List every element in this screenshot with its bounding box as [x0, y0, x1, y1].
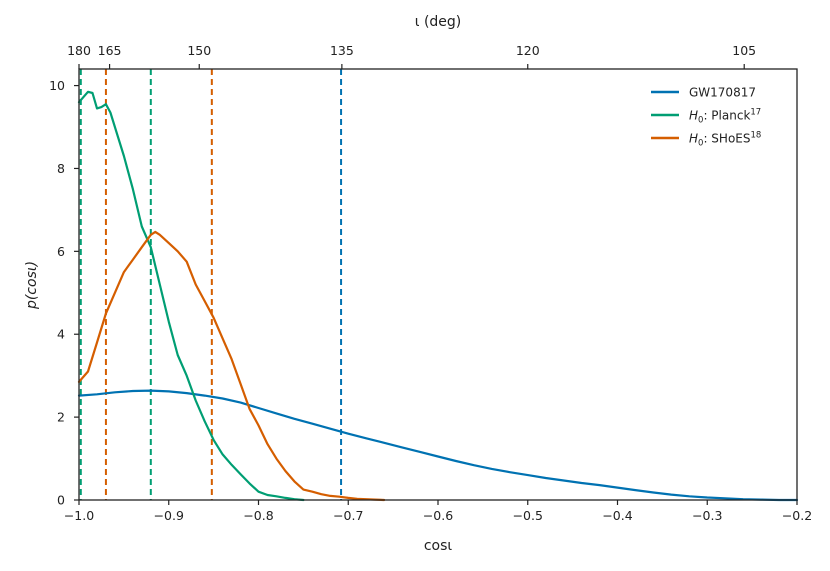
x-axis-label: cosι — [424, 538, 453, 554]
legend-label: H0: Planck17 — [689, 108, 761, 126]
x-tick-label: −0.9 — [154, 508, 184, 523]
x-tick-label: −0.7 — [333, 508, 363, 523]
top-tick-label: 165 — [98, 43, 122, 58]
vertical-lines — [79, 69, 343, 500]
top-tick-label: 120 — [516, 43, 540, 58]
series-curves — [77, 90, 799, 502]
x-tick-label: −0.6 — [423, 508, 453, 523]
top-axis-ticks: 180 165 150 135 120 105 — [67, 43, 756, 69]
legend-label: H0: SHoES18 — [689, 131, 761, 149]
series-line-1 — [77, 90, 305, 502]
x-tick-label: −0.3 — [692, 508, 722, 523]
x-tick-label: −0.2 — [782, 508, 812, 523]
y-tick-label: 4 — [57, 327, 65, 342]
y-axis-ticks: 0 2 4 6 8 10 — [49, 78, 79, 508]
series-line-2 — [77, 230, 386, 502]
x-tick-label: −0.8 — [243, 508, 273, 523]
y-tick-label: 8 — [57, 161, 65, 176]
y-tick-label: 6 — [57, 244, 65, 259]
top-tick-label: 150 — [187, 43, 211, 58]
top-axis-label: ι (deg) — [415, 14, 462, 30]
y-axis-label: p(cosι) — [24, 261, 40, 310]
x-tick-label: −1.0 — [64, 508, 94, 523]
x-axis-ticks: −1.0 −0.9 −0.8 −0.7 −0.6 −0.5 −0.4 −0.3 −0.2 — [64, 500, 812, 523]
legend-label: GW170817 — [689, 86, 756, 100]
top-tick-label: 105 — [732, 43, 756, 58]
y-tick-label: 2 — [57, 410, 65, 425]
x-tick-label: −0.4 — [602, 508, 632, 523]
top-tick-label: 180 — [67, 43, 91, 58]
legend: GW170817 H0: Planck17 H0: SHoES18 — [651, 86, 761, 149]
y-tick-label: 0 — [57, 493, 65, 508]
y-tick-label: 10 — [49, 78, 65, 93]
x-tick-label: −0.5 — [513, 508, 543, 523]
top-tick-label: 135 — [330, 43, 354, 58]
series-line-0 — [77, 389, 799, 502]
